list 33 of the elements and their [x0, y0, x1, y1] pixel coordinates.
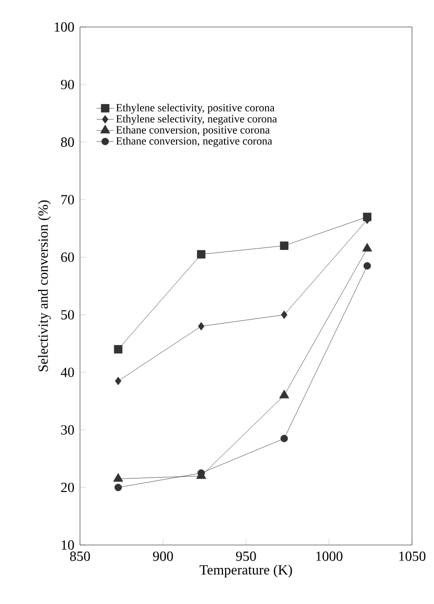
- y-tick-label: 10: [62, 540, 74, 550]
- y-tick-label: 50: [61, 310, 74, 320]
- legend-label: Ethane conversion, positive corona: [116, 126, 270, 136]
- point: [280, 242, 288, 250]
- point: [196, 250, 206, 259]
- point: [198, 322, 204, 330]
- x-tick-label: 850: [70, 552, 90, 561]
- point: [362, 242, 372, 252]
- y-axis-title: Selectivity and conversion (%): [38, 200, 51, 372]
- legend-label: Ethylene selectivity, positive corona: [116, 104, 274, 114]
- y-tick-label: 80: [61, 137, 74, 147]
- y-tick-label: 100: [54, 22, 74, 32]
- point: [113, 473, 124, 482]
- y-tick-label: 40: [60, 368, 74, 378]
- x-tick-label: 1050: [399, 552, 426, 561]
- y-tick-label: 60: [61, 252, 74, 262]
- legend-label: Ethylene selectivity, negative corona: [116, 114, 277, 125]
- point: [114, 376, 122, 386]
- y-tick-label: 30: [61, 425, 74, 435]
- x-axis-title: Temperature (K): [200, 564, 292, 578]
- legend-label: Ethane conversion, negative corona: [116, 136, 272, 147]
- x-tick-label: 950: [236, 552, 256, 561]
- y-tick-label: 90: [60, 80, 74, 90]
- point: [280, 434, 288, 442]
- y-tick-label: 70: [61, 194, 74, 204]
- point: [114, 484, 122, 492]
- point: [279, 390, 290, 398]
- y-tick-label: 20: [61, 482, 74, 492]
- point: [363, 262, 371, 270]
- point: [114, 345, 122, 354]
- x-tick-label: 900: [152, 552, 173, 561]
- x-tick-label: 1000: [316, 552, 342, 561]
- point: [280, 310, 288, 319]
